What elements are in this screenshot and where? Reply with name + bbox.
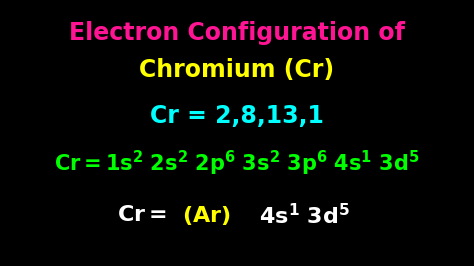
Text: $\bf{\ 4s^1\ 3d^5}$: $\bf{\ 4s^1\ 3d^5}$ <box>252 203 350 228</box>
Text: $\bf{Cr = }$: $\bf{Cr = }$ <box>118 205 167 226</box>
Text: $\bf{(Ar)}$: $\bf{(Ar)}$ <box>182 204 230 227</box>
Text: Electron Configuration of: Electron Configuration of <box>69 21 405 45</box>
Text: Chromium (Cr): Chromium (Cr) <box>139 59 335 82</box>
Text: Cr = 2,8,13,1: Cr = 2,8,13,1 <box>150 104 324 128</box>
Text: $\bf{Cr = 1s^2\ 2s^2\ 2p^6\ 3s^2\ 3p^6\ 4s^1\ 3d^5}$: $\bf{Cr = 1s^2\ 2s^2\ 2p^6\ 3s^2\ 3p^6\ … <box>55 149 419 178</box>
